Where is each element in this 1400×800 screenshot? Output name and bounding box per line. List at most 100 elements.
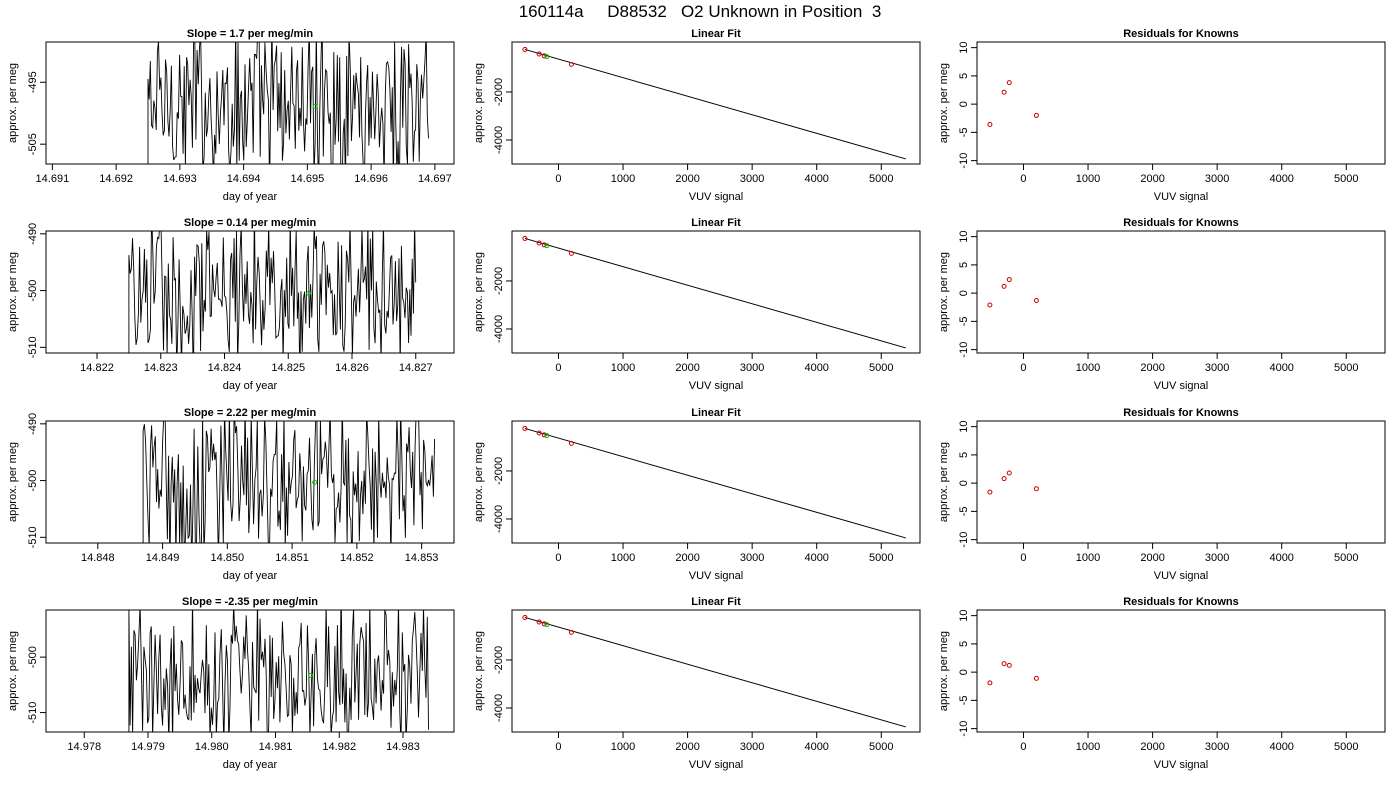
plot-area — [522, 425, 906, 539]
y-tick-label: -2000 — [493, 646, 505, 674]
y-axis-label: approx. per meg — [938, 631, 950, 711]
x-tick-label: 5000 — [869, 173, 893, 185]
y-axis-label: approx. per meg — [7, 631, 19, 711]
y-tick-label: 10 — [958, 42, 970, 54]
panel-title: Slope = 1.7 per meg/min — [187, 28, 314, 40]
x-tick-label: 3000 — [740, 362, 764, 374]
x-tick-label: 14.852 — [340, 552, 374, 564]
x-tick-label: 4000 — [1269, 173, 1293, 185]
panel-4-2: Linear Fit 0 1000 2000 3000 4000 5000 -2000 -400… — [473, 596, 921, 771]
x-tick-label: 0 — [1020, 362, 1026, 374]
plot-area — [987, 470, 1039, 495]
x-tick-label: 5000 — [1334, 362, 1358, 374]
y-tick-label: 0 — [958, 101, 970, 107]
panel-title: Linear Fit — [691, 596, 741, 608]
x-tick-label: 1000 — [1076, 362, 1100, 374]
x-tick-label: 14.979 — [131, 741, 165, 753]
panel-title: Linear Fit — [691, 217, 741, 229]
residual-point — [1001, 661, 1007, 667]
x-tick-label: 14.692 — [99, 173, 133, 185]
plot-area — [987, 277, 1039, 308]
known-point — [541, 432, 547, 438]
plot-area — [128, 231, 417, 353]
y-tick-label: -4000 — [493, 505, 505, 533]
panel-3-2: Linear Fit 0 1000 2000 3000 4000 5000 -2000 -400… — [473, 407, 921, 582]
y-tick-label: -4000 — [493, 315, 505, 343]
y-tick-label: 0 — [958, 669, 970, 675]
x-tick-label: 14.851 — [275, 552, 309, 564]
x-tick-label: 14.697 — [418, 173, 452, 185]
known-point — [568, 440, 574, 446]
x-axis-label: VUV signal — [689, 191, 743, 203]
y-axis-label: approx. per meg — [7, 252, 19, 332]
known-point — [522, 235, 528, 241]
x-tick-label: 2000 — [1140, 362, 1164, 374]
y-axis-label: approx. per meg — [7, 63, 19, 143]
x-tick-label: 5000 — [1334, 552, 1358, 564]
x-tick-label: 3000 — [1205, 741, 1229, 753]
x-tick-label: 14.694 — [227, 173, 261, 185]
x-axis-label: day of year — [223, 570, 278, 582]
panel-title: Residuals for Knowns — [1123, 28, 1239, 40]
panel-title: Linear Fit — [691, 28, 741, 40]
x-tick-label: 14.980 — [195, 741, 229, 753]
x-tick-label: 1000 — [1076, 552, 1100, 564]
y-axis-label: approx. per meg — [473, 252, 485, 332]
y-tick-label: -5 — [958, 506, 970, 516]
panel-1-3: Residuals for Knowns 0 1000 2000 3000 4000 500… — [938, 28, 1386, 203]
y-tick-label: -505 — [27, 133, 39, 155]
fit-line — [524, 616, 906, 728]
y-tick-label: -500 — [27, 470, 39, 492]
panel-4-3: Residuals for Knowns 0 1000 2000 3000 4000 500… — [938, 596, 1386, 771]
known-point — [522, 46, 528, 52]
signal-trace — [128, 231, 417, 353]
y-tick-label: -495 — [27, 71, 39, 93]
x-tick-label: 5000 — [869, 741, 893, 753]
x-tick-label: 0 — [1020, 552, 1026, 564]
x-axis-label: VUV signal — [1154, 570, 1208, 582]
y-tick-label: 5 — [958, 262, 970, 268]
panel-3-3: Residuals for Knowns 0 1000 2000 3000 4000 500… — [938, 407, 1386, 582]
y-tick-label: -10 — [958, 153, 970, 169]
x-tick-label: 14.827 — [399, 362, 433, 374]
x-tick-label: 0 — [555, 362, 561, 374]
x-tick-label: 1000 — [611, 173, 635, 185]
x-tick-label: 4000 — [804, 362, 828, 374]
x-tick-label: 3000 — [1205, 552, 1229, 564]
x-tick-label: 14.691 — [36, 173, 70, 185]
plot-area — [522, 46, 906, 160]
plot-frame — [976, 609, 1386, 733]
panel-title: Slope = 0.14 per meg/min — [184, 217, 317, 229]
signal-trace — [147, 42, 429, 164]
panel-title: Residuals for Knowns — [1123, 596, 1239, 608]
panel-title: Linear Fit — [691, 407, 741, 419]
x-tick-label: 4000 — [1269, 552, 1293, 564]
x-tick-label: 14.823 — [144, 362, 178, 374]
x-tick-label: 5000 — [869, 552, 893, 564]
x-axis-label: VUV signal — [689, 759, 743, 771]
y-tick-label: -10 — [958, 532, 970, 548]
x-tick-label: 1000 — [1076, 173, 1100, 185]
y-tick-label: -10 — [958, 342, 970, 358]
plot-frame — [45, 420, 455, 544]
mean-point — [306, 290, 312, 296]
residual-point — [1033, 112, 1039, 118]
y-tick-label: 0 — [958, 290, 970, 296]
panel-1-1: Slope = 1.7 per meg/min 14.691 14.692 14.69… — [7, 28, 455, 203]
y-tick-label: -2000 — [493, 457, 505, 485]
x-axis-label: VUV signal — [689, 380, 743, 392]
plot-area — [128, 610, 429, 732]
x-tick-label: 14.982 — [322, 741, 356, 753]
x-tick-label: 14.853 — [405, 552, 439, 564]
x-tick-label: 4000 — [1269, 741, 1293, 753]
x-axis-label: VUV signal — [689, 570, 743, 582]
x-tick-label: 2000 — [675, 741, 699, 753]
y-axis-label: approx. per meg — [938, 63, 950, 143]
x-tick-label: 5000 — [1334, 741, 1358, 753]
panel-2-1: Slope = 0.14 per meg/min 14.822 14.823 14.8… — [7, 217, 455, 392]
residual-point — [1006, 277, 1012, 283]
x-tick-label: 0 — [1020, 741, 1026, 753]
residual-point — [987, 302, 993, 308]
known-point — [568, 629, 574, 635]
